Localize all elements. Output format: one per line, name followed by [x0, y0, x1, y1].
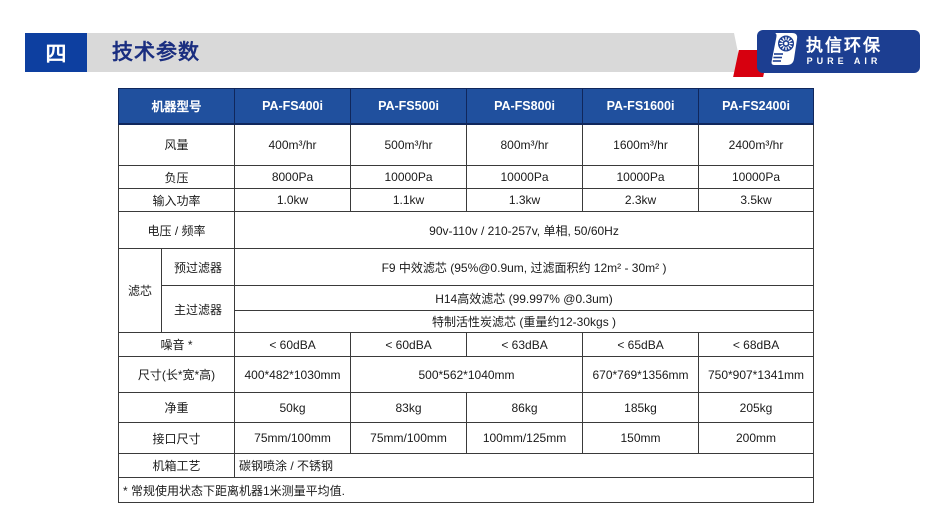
- row-label: 风量: [117, 123, 236, 166]
- cell: 670*769*1356mm: [582, 356, 700, 393]
- header-model-2: PA-FS500i: [350, 88, 468, 125]
- cell: < 68dBA: [698, 332, 815, 357]
- row-port: 接口尺寸 75mm/100mm 75mm/100mm 100mm/125mm 1…: [117, 422, 815, 454]
- cell: 2.3kw: [582, 188, 700, 212]
- table-header-row: 机器型号 PA-FS400i PA-FS500i PA-FS800i PA-FS…: [117, 88, 815, 125]
- row-airflow: 风量 400m³/hr 500m³/hr 800m³/hr 1600m³/hr …: [117, 123, 815, 166]
- cell: 8000Pa: [234, 165, 352, 189]
- section-title: 技术参数: [112, 41, 200, 64]
- cell: 400m³/hr: [234, 123, 352, 166]
- cell-voltage-value: 90v-110v / 210-257v, 单相, 50/60Hz: [234, 211, 815, 249]
- cell: 10000Pa: [350, 165, 468, 189]
- row-filter-pre: 滤芯 预过滤器 F9 中效滤芯 (95%@0.9um, 过滤面积约 12m² -…: [118, 248, 815, 333]
- cell: 205kg: [698, 392, 815, 423]
- cell: < 60dBA: [350, 332, 468, 357]
- row-power: 输入功率 1.0kw 1.1kw 1.3kw 2.3kw 3.5kw: [117, 188, 815, 212]
- header-model-label: 机器型号: [117, 88, 236, 125]
- cell: 150mm: [582, 422, 700, 454]
- cell-merged: 500*562*1040mm: [350, 356, 584, 393]
- cell: 1.1kw: [350, 188, 468, 212]
- row-weight: 净重 50kg 83kg 86kg 185kg 205kg: [117, 392, 815, 423]
- section-number: 四: [45, 42, 67, 66]
- row-cabinet: 机箱工艺 碳钢喷涂 / 不锈钢: [117, 453, 815, 478]
- cell: 1.0kw: [234, 188, 352, 212]
- cell: 750*907*1341mm: [698, 356, 815, 393]
- cell: 75mm/100mm: [350, 422, 468, 454]
- cell: 1600m³/hr: [582, 123, 700, 166]
- section-banner: [25, 33, 742, 72]
- filter-group-label: 滤芯: [118, 248, 162, 333]
- brand-logo: 执信环保 PURE AIR: [757, 30, 920, 73]
- row-footnote: * 常规使用状态下距离机器1米测量平均值.: [117, 477, 815, 503]
- cell: 2400m³/hr: [698, 123, 815, 166]
- pureair-logo-icon: [767, 32, 799, 71]
- cell: 10000Pa: [466, 165, 584, 189]
- header-model-1: PA-FS400i: [234, 88, 352, 125]
- cell: < 60dBA: [234, 332, 352, 357]
- row-voltage: 电压 / 频率 90v-110v / 210-257v, 单相, 50/60Hz: [117, 211, 815, 249]
- cell: 185kg: [582, 392, 700, 423]
- cell-filter-pre-value: F9 中效滤芯 (95%@0.9um, 过滤面积约 12m² - 30m² ): [234, 248, 815, 286]
- cell: 10000Pa: [698, 165, 815, 189]
- cell: 100mm/125mm: [466, 422, 584, 454]
- cell: 1.3kw: [466, 188, 584, 212]
- row-label: 噪音 *: [117, 332, 236, 357]
- cell-cabinet-value: 碳钢喷涂 / 不锈钢: [234, 453, 815, 478]
- cell: 3.5kw: [698, 188, 815, 212]
- cell: 200mm: [698, 422, 815, 454]
- row-label: 电压 / 频率: [117, 211, 236, 249]
- row-label: 尺寸(长*宽*高): [117, 356, 236, 393]
- row-filter-main-1: 主过滤器 H14高效滤芯 (99.997% @0.3um): [119, 285, 815, 333]
- cell-filter-main-value-1: H14高效滤芯 (99.997% @0.3um): [234, 285, 815, 311]
- cell: < 65dBA: [582, 332, 700, 357]
- row-pressure: 负压 8000Pa 10000Pa 10000Pa 10000Pa 10000P…: [117, 165, 815, 189]
- row-label: 输入功率: [117, 188, 236, 212]
- footnote: * 常规使用状态下距离机器1米测量平均值.: [117, 477, 815, 503]
- cell: < 63dBA: [466, 332, 584, 357]
- spec-table: 机器型号 PA-FS400i PA-FS500i PA-FS800i PA-FS…: [117, 88, 815, 503]
- header-model-3: PA-FS800i: [466, 88, 584, 125]
- header-model-5: PA-FS2400i: [698, 88, 815, 125]
- cell: 800m³/hr: [466, 123, 584, 166]
- filter-pre-label: 预过滤器: [160, 248, 236, 286]
- brand-name-en: PURE AIR: [806, 56, 882, 66]
- cell: 50kg: [234, 392, 352, 423]
- cell: 83kg: [350, 392, 468, 423]
- cell: 75mm/100mm: [234, 422, 352, 454]
- brand-name-cn: 执信环保: [806, 36, 882, 55]
- cell: 86kg: [466, 392, 584, 423]
- row-label: 接口尺寸: [117, 422, 236, 454]
- row-label: 机箱工艺: [117, 453, 236, 478]
- cell: 500m³/hr: [350, 123, 468, 166]
- brand-logo-text: 执信环保 PURE AIR: [806, 37, 882, 66]
- cell-filter-main-value-2: 特制活性炭滤芯 (重量约12-30kgs ): [234, 310, 815, 333]
- section-number-box: 四: [25, 33, 87, 72]
- row-dimensions: 尺寸(长*宽*高) 400*482*1030mm 500*562*1040mm …: [117, 356, 815, 393]
- header-model-4: PA-FS1600i: [582, 88, 700, 125]
- row-noise: 噪音 * < 60dBA < 60dBA < 63dBA < 65dBA < 6…: [117, 332, 815, 357]
- filter-main-label: 主过滤器: [160, 285, 236, 333]
- cell: 400*482*1030mm: [234, 356, 352, 393]
- cell: 10000Pa: [582, 165, 700, 189]
- row-label: 负压: [117, 165, 236, 189]
- row-label: 净重: [117, 392, 236, 423]
